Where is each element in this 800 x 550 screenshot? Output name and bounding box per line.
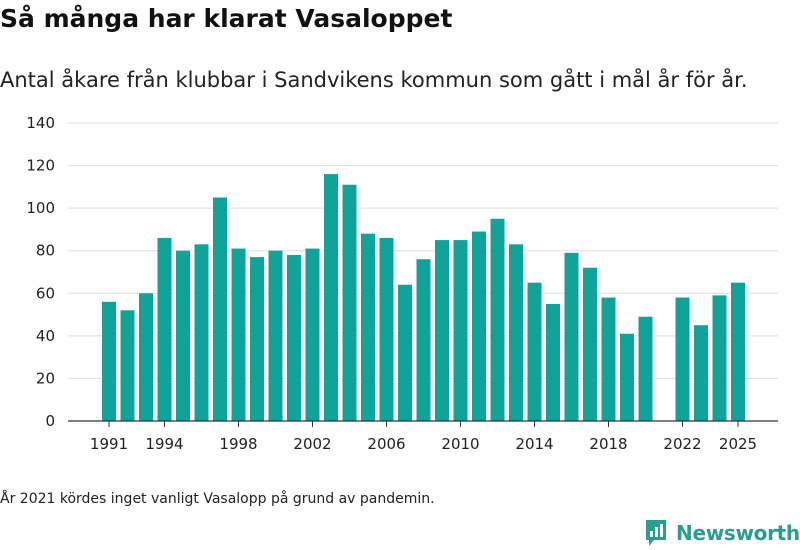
x-tick-label: 1998 [219,435,257,453]
bar-2017 [583,267,597,421]
bar-1999 [250,257,264,421]
bar-2003 [324,174,338,421]
y-tick-label: 40 [36,327,55,345]
x-tick-label: 2022 [663,435,701,453]
y-tick-label: 20 [36,369,55,387]
bar-2014 [527,282,542,421]
bars [102,174,745,421]
chart-subtitle: Antal åkare från klubbar i Sandvikens ko… [0,68,748,92]
y-tick-label: 120 [26,157,55,175]
y-tick-label: 100 [26,199,55,217]
bar-1997 [213,197,227,421]
bar-2019 [620,333,634,421]
bar-2005 [361,233,375,421]
y-tick-label: 60 [36,284,55,302]
bar-2016 [564,252,579,421]
x-tick-label: 1991 [90,435,128,453]
x-tick-label: 2006 [367,435,405,453]
y-tick-label: 0 [45,412,55,430]
bar-2010 [453,240,468,421]
x-tick-label: 2002 [293,435,331,453]
footnote: År 2021 kördes inget vanligt Vasalopp på… [0,491,435,507]
x-tick-label: 2014 [515,435,553,453]
brand-logo: Newsworthy [644,518,800,548]
y-tick-label: 80 [36,242,55,260]
chart-title: Så många har klarat Vasaloppet [0,4,453,33]
bar-1995 [176,250,190,421]
bar-2006 [379,237,394,421]
bar-2024 [712,295,727,421]
bar-2020 [638,316,653,421]
bar-2009 [435,240,449,421]
bar-1993 [139,293,153,421]
bar-2000 [268,250,283,421]
x-axis-ticks: 1991 1994 1998 2002 2006 2010 2014 2018 2022 2025 [90,421,757,453]
x-tick-label: 2018 [589,435,627,453]
bar-2011 [472,231,486,421]
bar-2022 [675,297,690,421]
bar-2018 [601,297,616,421]
bar-2002 [305,248,320,421]
bar-2015 [546,303,560,421]
y-tick-label: 140 [26,114,55,132]
x-tick-label: 2010 [441,435,479,453]
brand-name: Newsworthy [676,521,800,545]
bar-2023 [694,325,708,421]
x-tick-label: 2025 [719,435,757,453]
bar-2007 [398,284,412,421]
newsworthy-logo-icon [646,520,666,546]
y-axis-ticks: 0 20 40 60 80 100 120 140 [26,114,55,430]
bar-2012 [490,218,505,421]
bar-2025 [731,282,745,421]
bar-2013 [509,244,523,421]
bar-2004 [342,184,357,421]
bar-2001 [287,254,301,421]
bar-2008 [416,259,431,421]
bar-1996 [194,244,209,421]
bar-1991 [102,301,116,421]
bar-1994 [157,237,172,421]
bar-1992 [120,310,135,421]
x-tick-label: 1994 [145,435,183,453]
bar-1998 [231,248,246,421]
